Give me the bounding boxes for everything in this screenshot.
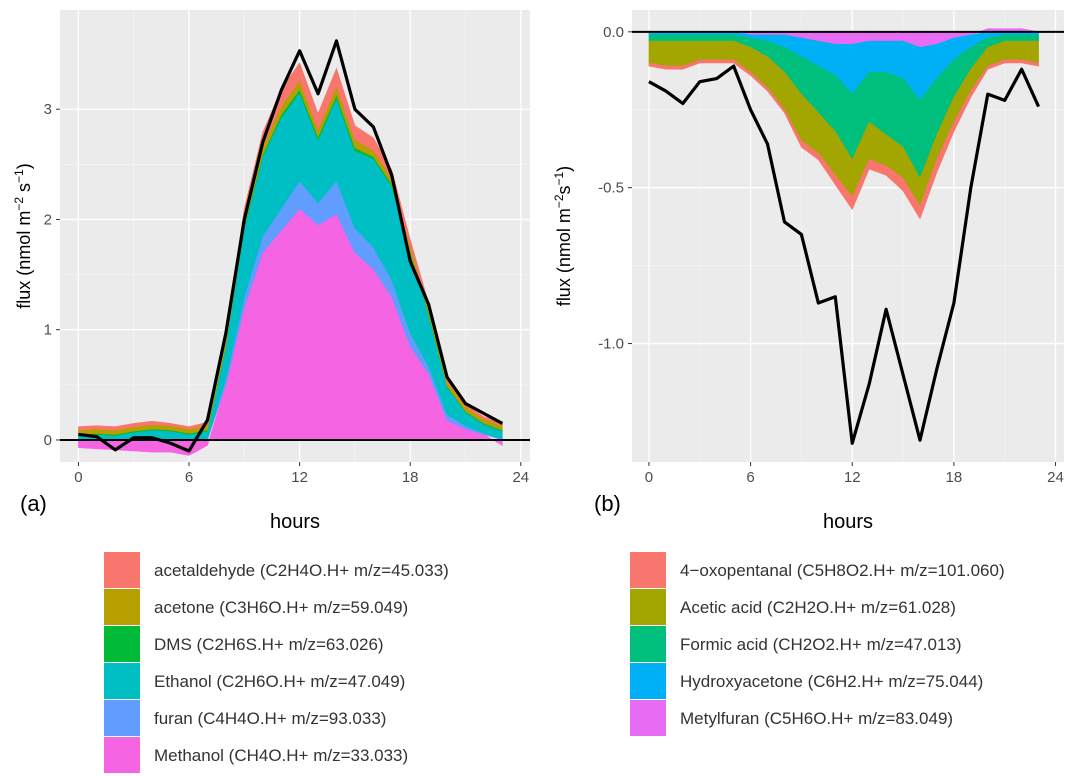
legend-swatch (630, 626, 666, 662)
y-tick-label: 2 (44, 211, 52, 228)
total-flux-line (78, 39, 504, 453)
legend-swatch (104, 589, 140, 625)
total-line-a (78, 39, 504, 453)
legend-label: acetone (C3H6O.H+ m/z=59.049) (154, 598, 408, 617)
legend-swatch (630, 552, 666, 588)
y-tick-label: 0.0 (603, 24, 624, 41)
legend-swatch (104, 626, 140, 662)
x-tick-label: 18 (402, 469, 419, 486)
x-tick-label: 12 (844, 469, 861, 486)
legend-label: Acetic acid (C2H2O.H+ m/z=61.028) (680, 598, 956, 617)
legend-label: Methanol (CH4O.H+ m/z=33.033) (154, 746, 408, 765)
y-tick-label: 0 (44, 432, 52, 449)
x-tick-label: 24 (1047, 469, 1064, 486)
y-axis-label-a: flux (nmol m−2 s−1) (12, 163, 34, 308)
y-tick-label: -0.5 (598, 180, 624, 197)
area-series-1 (648, 59, 1039, 220)
y-axis-label-b: flux (nmol m−2s−1) (552, 166, 574, 306)
legend-swatch (630, 700, 666, 736)
y-tick-label: -1.0 (598, 336, 624, 353)
legend-label: Hydroxyacetone (C6H2.H+ m/z=75.044) (680, 672, 983, 691)
x-tick-label: 12 (291, 469, 308, 486)
x-tick-label: 18 (946, 469, 963, 486)
total-line-b (648, 64, 1041, 445)
x-tick-label: 0 (645, 469, 653, 486)
total-flux-line (648, 64, 1041, 445)
x-axis-label-b: hours (823, 511, 873, 533)
legend-a: acetaldehyde (C2H4O.H+ m/z=45.033) aceton… (104, 552, 449, 773)
x-tick-label: 0 (74, 469, 82, 486)
chart-panel-b: 0 6 12 18 24 0.0 -0.5 -1.0 hours flux (nmol m−2… (552, 10, 1064, 533)
legend-swatch (630, 589, 666, 625)
y-tick-label: 1 (44, 322, 52, 339)
panel-label-b: (b) (594, 491, 621, 516)
legend-label: 4−oxopentanal (C5H8O2.H+ m/z=101.060) (680, 561, 1005, 580)
y-tick-label: 3 (44, 101, 52, 118)
legend-label: acetaldehyde (C2H4O.H+ m/z=45.033) (154, 561, 449, 580)
legend-swatch (104, 700, 140, 736)
legend-b: 4−oxopentanal (C5H8O2.H+ m/z=101.060) Ace… (630, 552, 1005, 736)
legend-label: Metylfuran (C5H6O.H+ m/z=83.049) (680, 709, 953, 728)
x-tick-label: 6 (185, 469, 193, 486)
x-axis-label-a: hours (270, 511, 320, 533)
tick-labels-b: 0 6 12 18 24 0.0 -0.5 -1.0 (598, 24, 1064, 486)
x-tick-label: 24 (512, 469, 529, 486)
legend-label: furan (C4H4O.H+ m/z=93.033) (154, 709, 386, 728)
legend-swatch (104, 737, 140, 773)
legend-swatch (104, 552, 140, 588)
stacked-areas-b (632, 28, 1064, 220)
legend-label: Ethanol (C2H6O.H+ m/z=47.049) (154, 672, 405, 691)
legend-swatch (630, 663, 666, 699)
x-tick-label: 6 (746, 469, 754, 486)
legend-label: Formic acid (CH2O2.H+ m/z=47.013) (680, 635, 962, 654)
legend-swatch (104, 663, 140, 699)
panel-label-a: (a) (20, 491, 47, 516)
legend-label: DMS (C2H6S.H+ m/z=63.026) (154, 635, 384, 654)
